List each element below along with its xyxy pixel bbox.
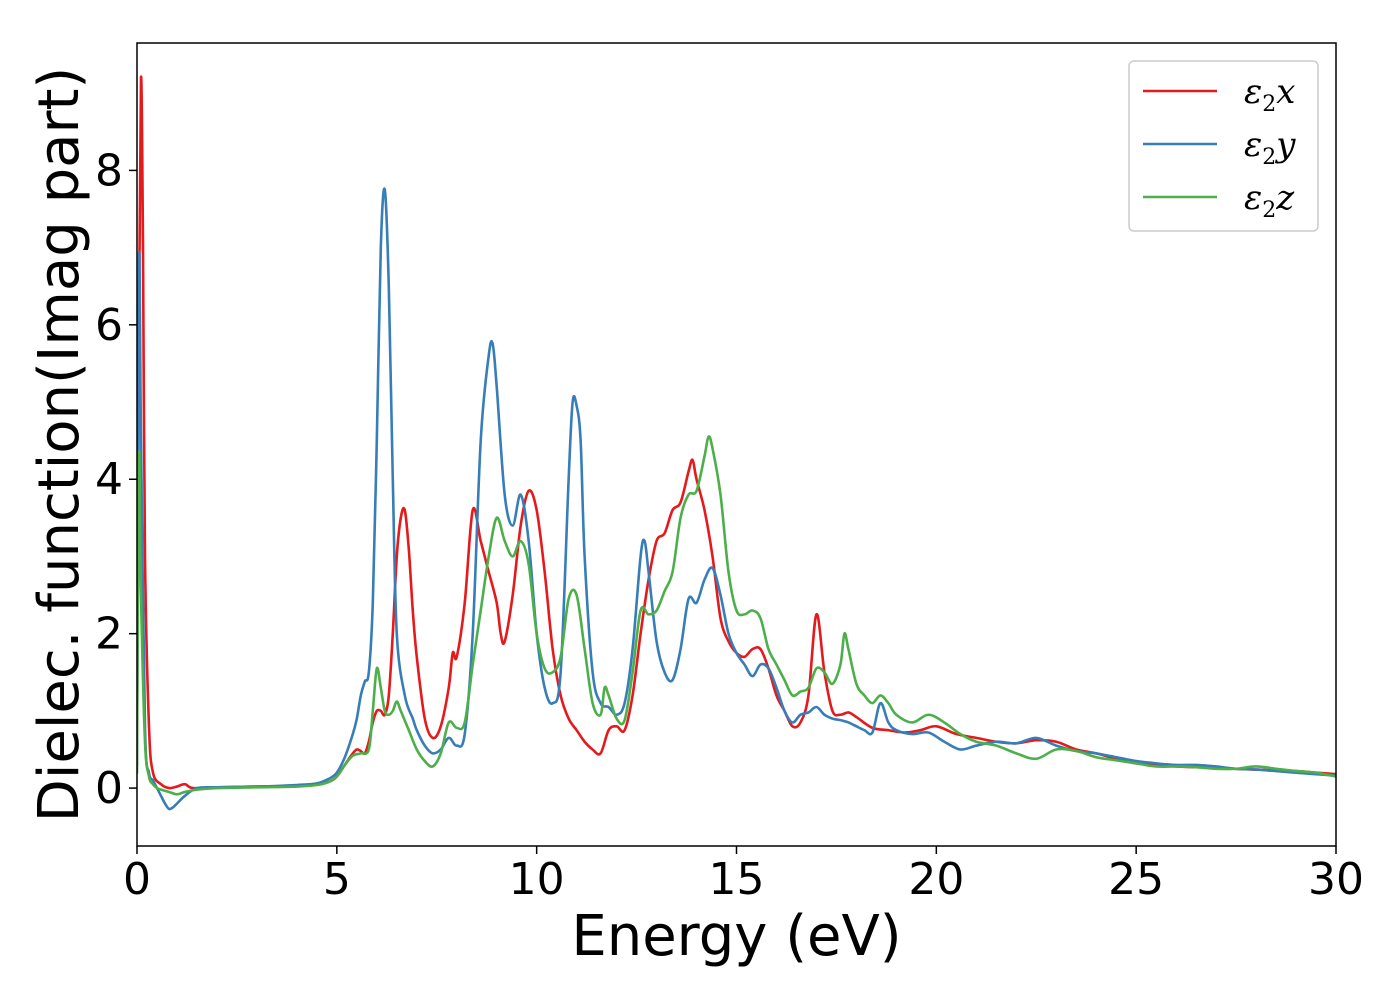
legend-label-z: ε2z — [1244, 178, 1295, 223]
legend-label-y: ε2y — [1244, 125, 1296, 170]
series-line-y — [137, 187, 1336, 811]
y-tick-label: 8 — [95, 145, 123, 196]
x-axis: 0 5 10 15 20 25 30 — [123, 846, 1364, 905]
legend: ε2x ε2y ε2z — [1128, 60, 1319, 232]
x-tick-label: 30 — [1308, 854, 1364, 905]
x-tick-label: 20 — [908, 854, 964, 905]
x-tick-label: 5 — [323, 854, 351, 905]
legend-box — [1128, 60, 1319, 232]
x-tick-label: 10 — [509, 854, 565, 905]
y-axis: 0 2 4 6 8 — [95, 145, 137, 814]
x-axis-label: Energy (eV) — [571, 904, 901, 969]
y-axis-label: Dielec. function(Imag part) — [27, 67, 92, 823]
x-tick-label: 25 — [1108, 854, 1164, 905]
series-layer — [137, 75, 1336, 811]
y-tick-label: 4 — [95, 454, 123, 505]
y-tick-label: 6 — [95, 300, 123, 351]
x-tick-label: 0 — [123, 854, 151, 905]
series-line-z — [137, 435, 1336, 796]
legend-label-x: ε2x — [1244, 72, 1295, 117]
x-tick-label: 15 — [709, 854, 765, 905]
y-tick-label: 0 — [95, 763, 123, 814]
y-tick-label: 2 — [95, 609, 123, 660]
